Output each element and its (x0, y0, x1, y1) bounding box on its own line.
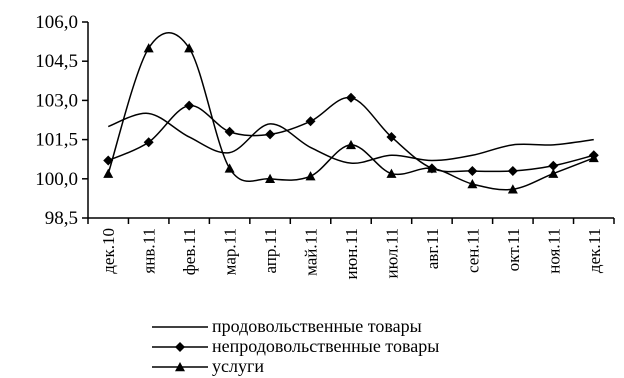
chart-axes (82, 21, 615, 224)
data-point (426, 163, 437, 173)
x-tick-label: авг.11 (423, 228, 442, 269)
data-point (507, 184, 518, 194)
legend-entry: продовольственные товары (152, 316, 422, 336)
series-line (107, 32, 595, 191)
series-line (107, 112, 594, 164)
data-point (184, 43, 195, 53)
y-tick-label: 103,0 (35, 90, 78, 111)
data-point (305, 116, 316, 127)
x-tick-label: май.11 (302, 228, 321, 276)
data-point (184, 100, 195, 111)
data-point (346, 139, 356, 150)
series-1 (107, 112, 594, 164)
y-tick-label: 100,0 (35, 169, 78, 190)
data-point (265, 129, 276, 140)
y-tick-label: 101,5 (35, 130, 78, 151)
x-tick-label: окт.11 (504, 228, 523, 271)
x-tick-label: ноя.11 (544, 228, 563, 274)
legend-label: услуги (212, 356, 264, 376)
x-tick-label: сен.11 (463, 228, 482, 273)
chart-series (103, 32, 599, 194)
y-tick-label: 104,5 (35, 51, 78, 72)
data-point (588, 152, 599, 163)
x-tick-label: дек.11 (585, 228, 604, 273)
legend-entry: непродовольственные товары (152, 336, 439, 356)
data-point (467, 179, 478, 189)
data-point (103, 168, 114, 178)
data-point (265, 173, 276, 184)
data-point (386, 168, 397, 178)
data-point (507, 165, 518, 176)
legend-marker (175, 342, 185, 352)
data-point (386, 131, 397, 142)
data-point (224, 126, 235, 137)
x-tick-label: фев.11 (180, 228, 199, 275)
x-tick-label: дек.10 (99, 228, 118, 274)
y-tick-label: 106,0 (35, 12, 78, 33)
x-tick-label: мар.11 (221, 228, 240, 275)
x-tick-label: апр.11 (261, 228, 280, 274)
x-tick-label: янв.11 (140, 228, 159, 274)
x-tick-label: июн.11 (342, 228, 361, 280)
data-point (346, 92, 356, 103)
legend-label: непродовольственные товары (212, 336, 439, 356)
legend-label: продовольственные товары (212, 316, 422, 336)
legend-entry: услуги (152, 356, 264, 376)
legend-marker (175, 362, 185, 372)
data-point (548, 160, 559, 171)
data-point (305, 171, 316, 181)
y-tick-label: 98,5 (45, 208, 78, 229)
data-point (467, 165, 478, 176)
data-point (224, 163, 235, 173)
data-point (143, 43, 154, 53)
x-tick-label: июл.11 (382, 228, 401, 278)
series-3 (103, 32, 599, 194)
data-point (548, 168, 559, 178)
x-axis-tick-labels: дек.10 янв.11 фев.11 мар.11 апр.11 май.11 июн.… (99, 228, 604, 280)
chart-legend: продовольственные товарынепродовольствен… (152, 316, 439, 376)
y-axis-tick-labels: 106,0 104,5 103,0 101,5 100,0 98,5 (35, 12, 78, 229)
data-point (143, 137, 154, 148)
series-line (107, 97, 594, 173)
